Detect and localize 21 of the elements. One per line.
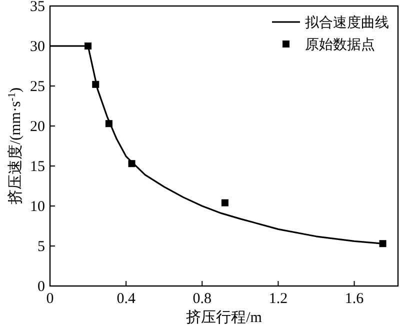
point: [105, 120, 112, 128]
y-tick-label: 30: [30, 39, 45, 55]
x-tick-label: 0.8: [192, 291, 212, 307]
legend-label: 原始数据点: [305, 37, 375, 53]
legend-label: 拟合速度曲线: [305, 15, 389, 31]
y-tick-label: 25: [30, 79, 45, 95]
point: [84, 42, 92, 50]
point: [128, 160, 136, 168]
y-tick-label: 20: [30, 119, 45, 135]
x-tick-label: 0.4: [116, 291, 136, 307]
y-tick-label: 0: [38, 279, 45, 295]
x-tick-label: 1.6: [344, 291, 364, 307]
point: [92, 80, 100, 88]
y-tick-label: 10: [30, 199, 45, 215]
point: [221, 199, 228, 206]
y-tick-label: 35: [30, 0, 45, 15]
y-tick-label: 15: [30, 159, 45, 175]
point: [379, 240, 386, 248]
y-tick-label: 5: [38, 239, 45, 255]
x-tick-label: 1.2: [268, 291, 288, 307]
x-axis-title: 挤压行程/m: [186, 309, 262, 326]
